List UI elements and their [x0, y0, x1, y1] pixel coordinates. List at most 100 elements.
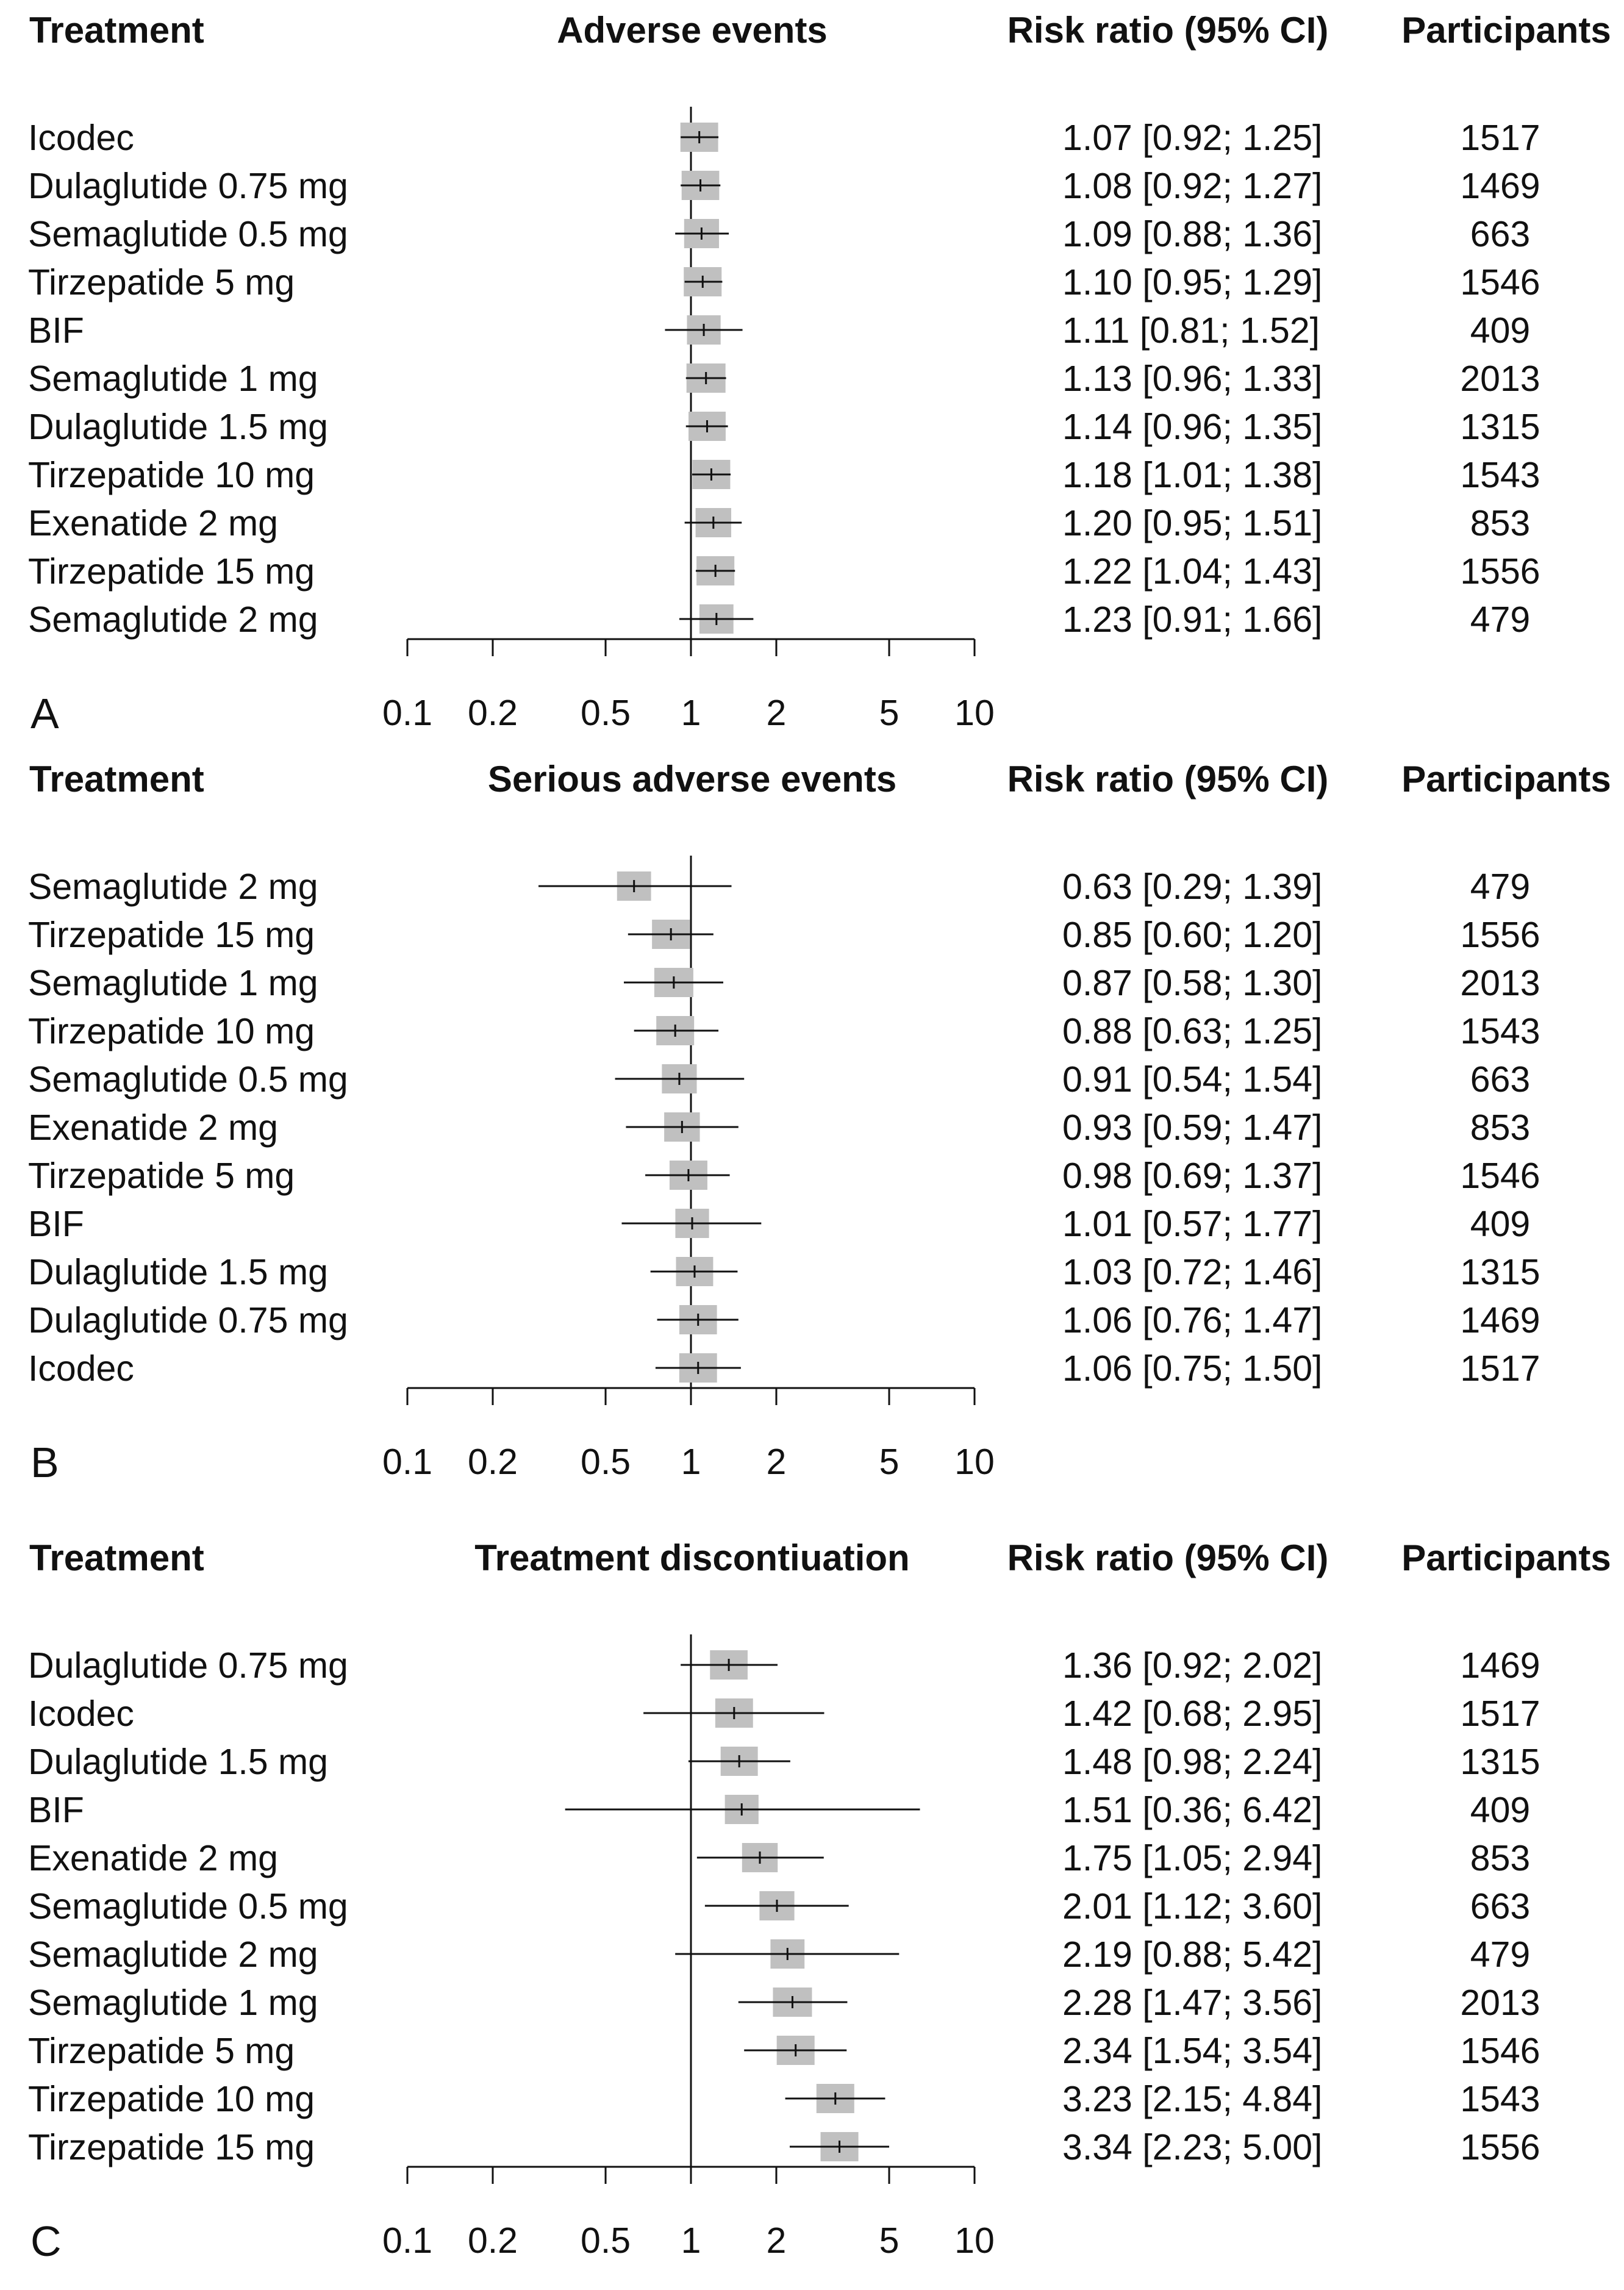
risk-ratio-ci-text: 2.34 [1.54; 3.54]	[1062, 2031, 1323, 2071]
risk-ratio-ci-text: 1.20 [0.95; 1.51]	[1062, 503, 1323, 543]
treatment-label: Icodec	[28, 1694, 134, 1734]
treatment-label: Semaglutide 1 mg	[28, 359, 318, 399]
treatment-label: Tirzepatide 5 mg	[28, 1156, 295, 1196]
header-treatment: Treatment	[29, 10, 204, 51]
risk-ratio-ci-text: 1.07 [0.92; 1.25]	[1062, 118, 1323, 158]
x-tick-label: 2	[766, 693, 787, 733]
participants-count: 2013	[1460, 1983, 1540, 2023]
risk-ratio-ci-text: 0.63 [0.29; 1.39]	[1062, 867, 1323, 907]
panel-letter: A	[30, 690, 59, 737]
risk-ratio-ci-text: 1.13 [0.96; 1.33]	[1062, 359, 1323, 399]
risk-ratio-ci-text: 0.88 [0.63; 1.25]	[1062, 1011, 1323, 1051]
risk-ratio-ci-text: 1.42 [0.68; 2.95]	[1062, 1694, 1323, 1734]
panel-title: Treatment discontiuation	[474, 1537, 910, 1578]
risk-ratio-ci-text: 1.06 [0.76; 1.47]	[1062, 1300, 1323, 1340]
header-risk-ratio: Risk ratio (95% CI)	[1007, 759, 1329, 800]
treatment-label: Semaglutide 2 mg	[28, 599, 318, 640]
x-tick-label: 0.2	[467, 2220, 518, 2261]
participants-count: 1546	[1460, 1156, 1540, 1196]
participants-count: 1469	[1460, 166, 1540, 206]
treatment-label: BIF	[28, 1204, 84, 1244]
x-tick-label: 0.5	[581, 693, 631, 733]
participants-count: 1315	[1460, 1252, 1540, 1292]
risk-ratio-ci-text: 1.09 [0.88; 1.36]	[1062, 214, 1323, 254]
header-risk-ratio: Risk ratio (95% CI)	[1007, 10, 1329, 51]
treatment-label: Tirzepatide 5 mg	[28, 262, 295, 302]
risk-ratio-ci-text: 1.11 [0.81; 1.52]	[1062, 310, 1320, 351]
participants-count: 2013	[1460, 963, 1540, 1003]
treatment-label: Semaglutide 1 mg	[28, 963, 318, 1003]
participants-count: 1315	[1460, 407, 1540, 447]
treatment-label: Dulaglutide 0.75 mg	[28, 1645, 348, 1686]
participants-count: 1543	[1460, 2079, 1540, 2119]
risk-ratio-ci-text: 3.23 [2.15; 4.84]	[1062, 2079, 1323, 2119]
risk-ratio-ci-text: 2.01 [1.12; 3.60]	[1062, 1886, 1323, 1927]
treatment-label: Semaglutide 2 mg	[28, 867, 318, 907]
participants-count: 853	[1470, 1838, 1531, 1878]
treatment-label: Tirzepatide 10 mg	[28, 2079, 315, 2119]
x-tick-label: 0.2	[467, 693, 518, 733]
header-participants: Participants	[1401, 1537, 1611, 1578]
participants-count: 1469	[1460, 1300, 1540, 1340]
participants-count: 663	[1470, 1886, 1531, 1927]
participants-count: 1546	[1460, 262, 1540, 302]
participants-count: 663	[1470, 214, 1531, 254]
x-tick-label: 1	[681, 1442, 701, 1482]
participants-count: 1469	[1460, 1645, 1540, 1686]
treatment-label: Tirzepatide 10 mg	[28, 1011, 315, 1051]
participants-count: 2013	[1460, 359, 1540, 399]
participants-count: 409	[1470, 1204, 1531, 1244]
participants-count: 479	[1470, 867, 1531, 907]
participants-count: 663	[1470, 1059, 1531, 1100]
treatment-label: Tirzepatide 5 mg	[28, 2031, 295, 2071]
panel-title: Serious adverse events	[487, 759, 897, 800]
panel-title: Adverse events	[557, 10, 828, 51]
participants-count: 1556	[1460, 2127, 1540, 2167]
participants-count: 479	[1470, 599, 1531, 640]
x-tick-label: 10	[954, 1442, 995, 1482]
risk-ratio-ci-text: 1.08 [0.92; 1.27]	[1062, 166, 1323, 206]
header-risk-ratio: Risk ratio (95% CI)	[1007, 1537, 1329, 1578]
treatment-label: Dulaglutide 1.5 mg	[28, 1742, 328, 1782]
risk-ratio-ci-text: 1.06 [0.75; 1.50]	[1062, 1348, 1323, 1389]
risk-ratio-ci-text: 1.36 [0.92; 2.02]	[1062, 1645, 1323, 1686]
treatment-label: Tirzepatide 10 mg	[28, 455, 315, 495]
risk-ratio-ci-text: 0.87 [0.58; 1.30]	[1062, 963, 1323, 1003]
risk-ratio-ci-text: 3.34 [2.23; 5.00]	[1062, 2127, 1323, 2167]
x-tick-label: 0.2	[467, 1442, 518, 1482]
risk-ratio-ci-text: 1.03 [0.72; 1.46]	[1062, 1252, 1323, 1292]
treatment-label: Semaglutide 0.5 mg	[28, 214, 348, 254]
participants-count: 1543	[1460, 1011, 1540, 1051]
participants-count: 1517	[1460, 1694, 1540, 1734]
x-tick-label: 0.1	[382, 1442, 433, 1482]
risk-ratio-ci-text: 0.85 [0.60; 1.20]	[1062, 915, 1323, 955]
risk-ratio-ci-text: 0.91 [0.54; 1.54]	[1062, 1059, 1323, 1100]
header-treatment: Treatment	[29, 759, 204, 800]
participants-count: 409	[1470, 1790, 1531, 1830]
risk-ratio-ci-text: 0.93 [0.59; 1.47]	[1062, 1107, 1323, 1148]
header-participants: Participants	[1401, 759, 1611, 800]
panel-letter: B	[30, 1439, 59, 1486]
treatment-label: Dulaglutide 1.5 mg	[28, 407, 328, 447]
treatment-label: Tirzepatide 15 mg	[28, 2127, 315, 2167]
risk-ratio-ci-text: 1.48 [0.98; 2.24]	[1062, 1742, 1323, 1782]
treatment-label: Semaglutide 0.5 mg	[28, 1059, 348, 1100]
participants-count: 1546	[1460, 2031, 1540, 2071]
x-tick-label: 5	[879, 1442, 900, 1482]
x-tick-label: 0.1	[382, 693, 433, 733]
participants-count: 1556	[1460, 551, 1540, 592]
treatment-label: Dulaglutide 0.75 mg	[28, 1300, 348, 1340]
forest-panel-a: Treatment Adverse events Risk ratio (95% C…	[0, 0, 1624, 762]
forest-plot-area	[406, 856, 976, 1405]
risk-ratio-ci-text: 0.98 [0.69; 1.37]	[1062, 1156, 1323, 1196]
risk-ratio-ci-text: 1.51 [0.36; 6.42]	[1062, 1790, 1323, 1830]
participants-count: 1315	[1460, 1742, 1540, 1782]
participants-count: 409	[1470, 310, 1531, 351]
treatment-label: Tirzepatide 15 mg	[28, 551, 315, 592]
treatment-label: BIF	[28, 1790, 84, 1830]
panel-letter: C	[30, 2217, 62, 2265]
x-tick-label: 2	[766, 2220, 787, 2261]
treatment-label: Tirzepatide 15 mg	[28, 915, 315, 955]
x-tick-label: 10	[954, 2220, 995, 2261]
treatment-label: Semaglutide 1 mg	[28, 1983, 318, 2023]
